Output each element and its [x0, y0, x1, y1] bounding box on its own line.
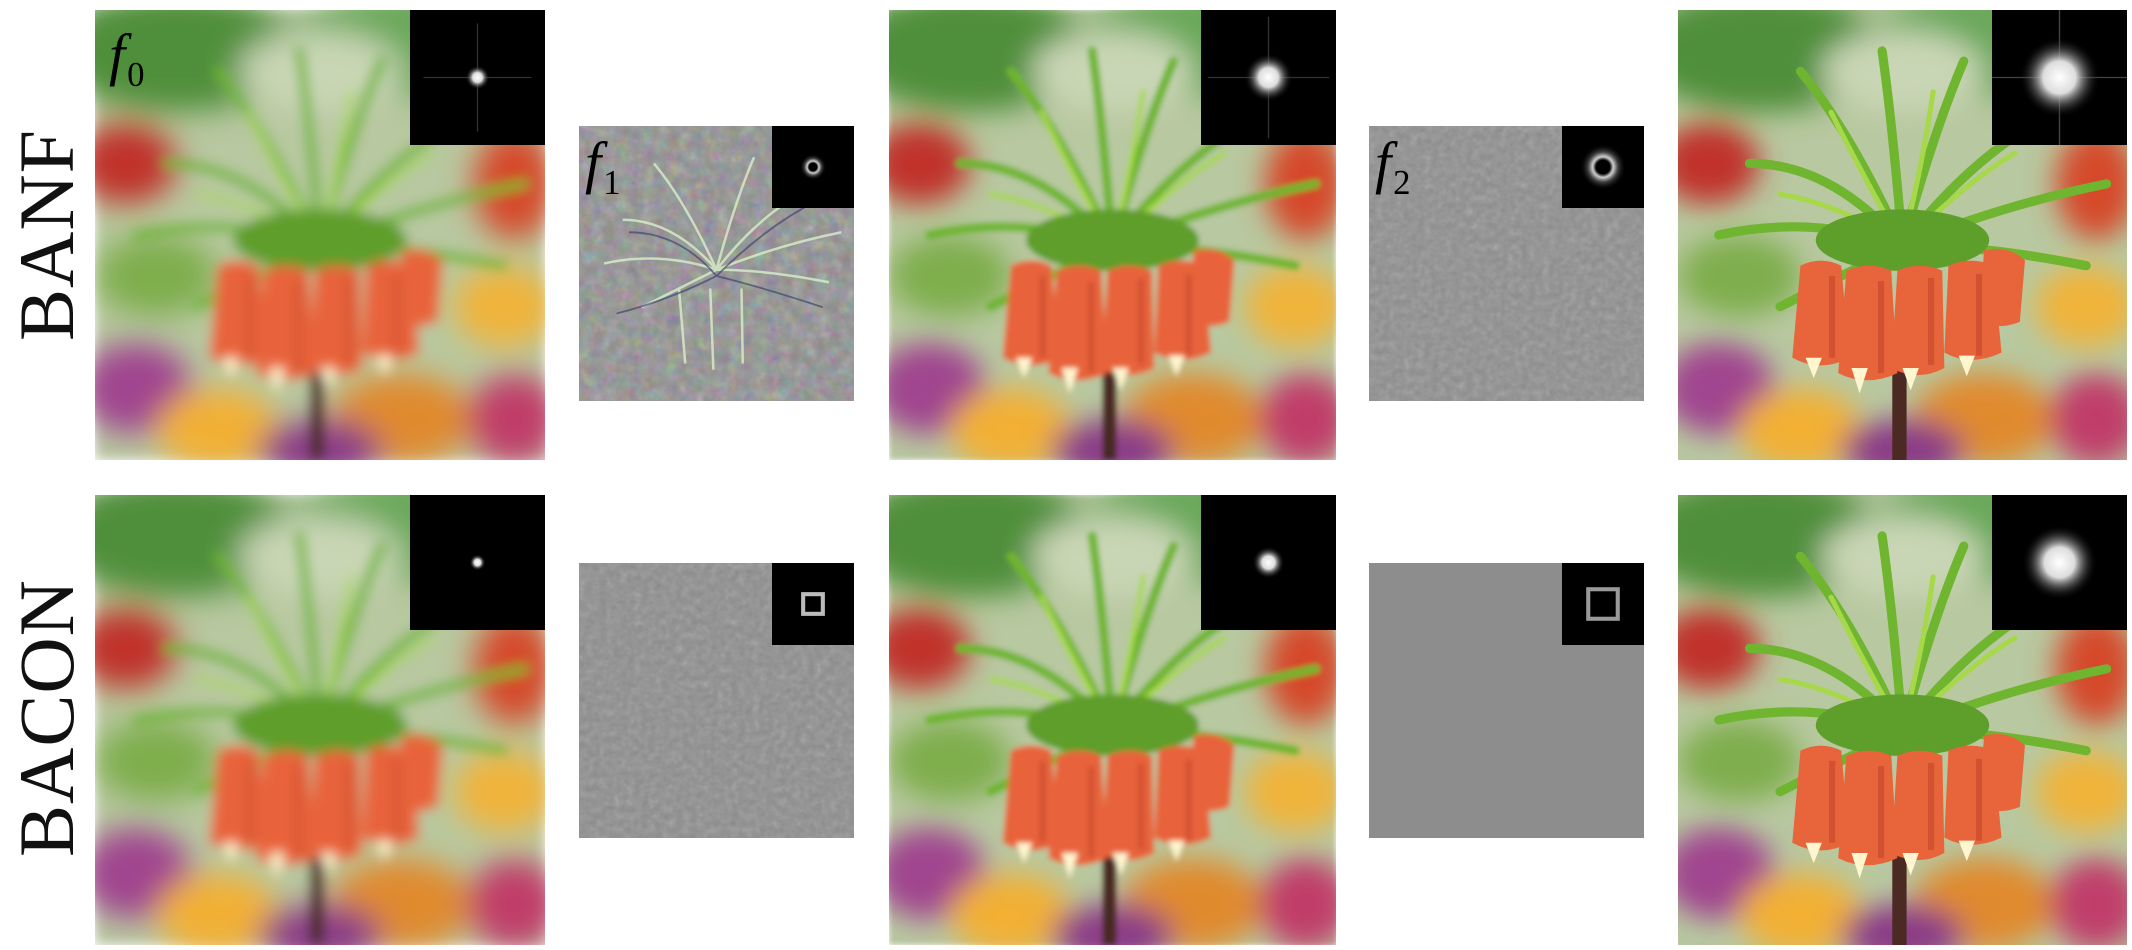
banf-f0-spectrum-inset — [410, 10, 545, 145]
bacon-f0-image — [95, 495, 545, 945]
row-label-bacon: BACON — [3, 578, 91, 857]
f2-label: f2 — [1375, 130, 1411, 203]
bacon-mid-image — [889, 495, 1336, 945]
bacon-f1-residual — [579, 563, 854, 838]
banf-mid-image — [889, 10, 1336, 460]
row-label-banf: BANF — [3, 128, 91, 342]
bacon-f2-residual — [1369, 563, 1644, 838]
bacon-final-spectrum-inset — [1992, 495, 2127, 630]
bacon-f1-spectrum-inset — [772, 563, 854, 645]
banf-final-spectrum-inset — [1992, 10, 2127, 145]
banf-f2-spectrum-inset — [1562, 126, 1644, 208]
f1-label: f1 — [585, 130, 621, 203]
bacon-f2-spectrum-inset — [1562, 563, 1644, 645]
f0-label: f0 — [109, 22, 145, 95]
banf-f1-spectrum-inset — [772, 126, 854, 208]
bacon-f0-spectrum-inset — [410, 495, 545, 630]
bacon-final-image — [1678, 495, 2127, 945]
banf-f2-residual: f2 — [1369, 126, 1644, 401]
banf-f1-residual: f1 — [579, 126, 854, 401]
bacon-mid-spectrum-inset — [1201, 495, 1336, 630]
banf-f0-image: f0 — [95, 10, 545, 460]
banf-final-image — [1678, 10, 2127, 460]
banf-mid-spectrum-inset — [1201, 10, 1336, 145]
